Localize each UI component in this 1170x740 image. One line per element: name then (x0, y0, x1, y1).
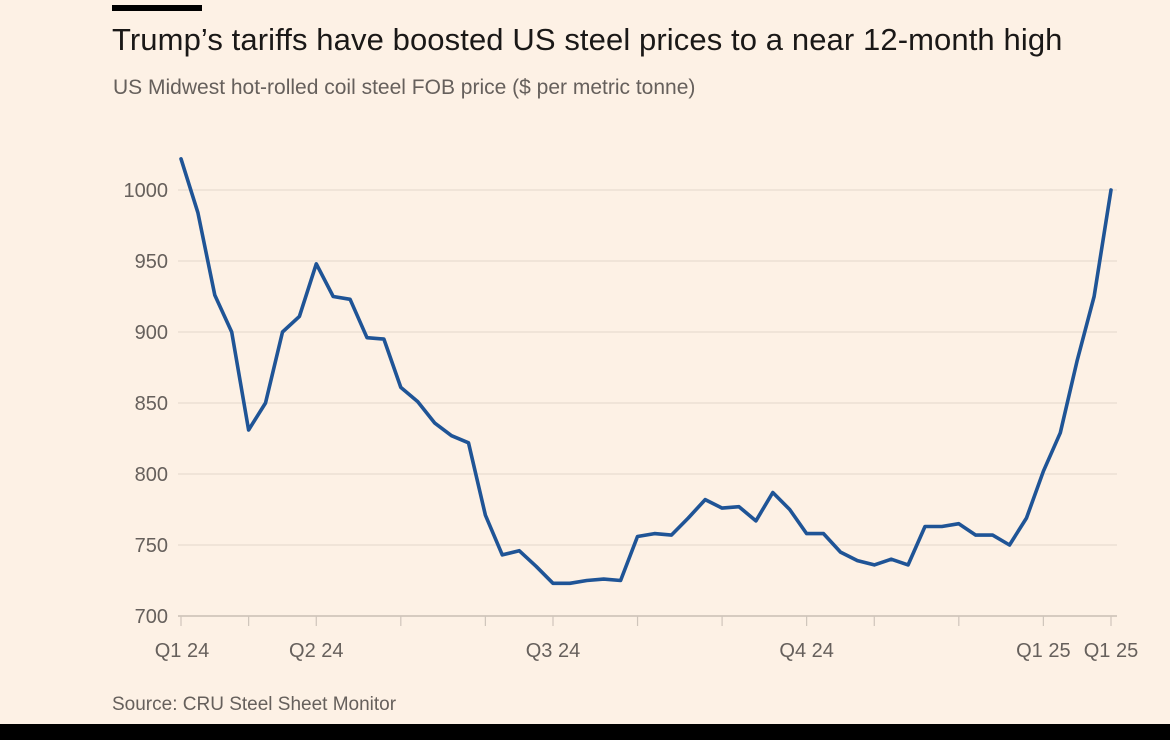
y-tick-label: 1000 (124, 180, 169, 202)
price-series-line (179, 157, 1113, 586)
series-layer (179, 157, 1113, 586)
y-axis-tick-labels: 700 750 800 850 900 950 1000 (124, 180, 169, 628)
accent-bar (112, 5, 202, 11)
chart-subtitle: US Midwest hot-rolled coil steel FOB pri… (113, 76, 696, 99)
chart-card: Trump’s tariffs have boosted US steel pr… (0, 0, 1170, 724)
x-tick-label: Q4 24 (779, 640, 833, 662)
chart-title: Trump’s tariffs have boosted US steel pr… (112, 22, 1063, 57)
bottom-band (0, 724, 1170, 740)
gridlines (178, 189, 1117, 546)
y-tick-label: 700 (135, 606, 168, 628)
y-tick-label: 850 (135, 393, 168, 415)
x-tick-label: Q2 24 (289, 640, 343, 662)
x-tick-label: Q1 25 (1016, 640, 1070, 662)
x-tick-label: Q3 24 (526, 640, 580, 662)
source-note: Source: CRU Steel Sheet Monitor (112, 694, 397, 715)
y-tick-label: 800 (135, 464, 168, 486)
x-tick-label: Q1 25 (1084, 640, 1138, 662)
y-tick-label: 950 (135, 251, 168, 273)
y-tick-label: 750 (135, 535, 168, 557)
x-axis: Q1 24 Q2 24 Q3 24 Q4 24 Q1 25 Q1 25 (155, 615, 1138, 662)
y-tick-label: 900 (135, 322, 168, 344)
x-tick-label: Q1 24 (155, 640, 209, 662)
line-chart: 700 750 800 850 900 950 1000 Q1 24 Q2 24 Q3 24 Q4… (124, 157, 1138, 662)
